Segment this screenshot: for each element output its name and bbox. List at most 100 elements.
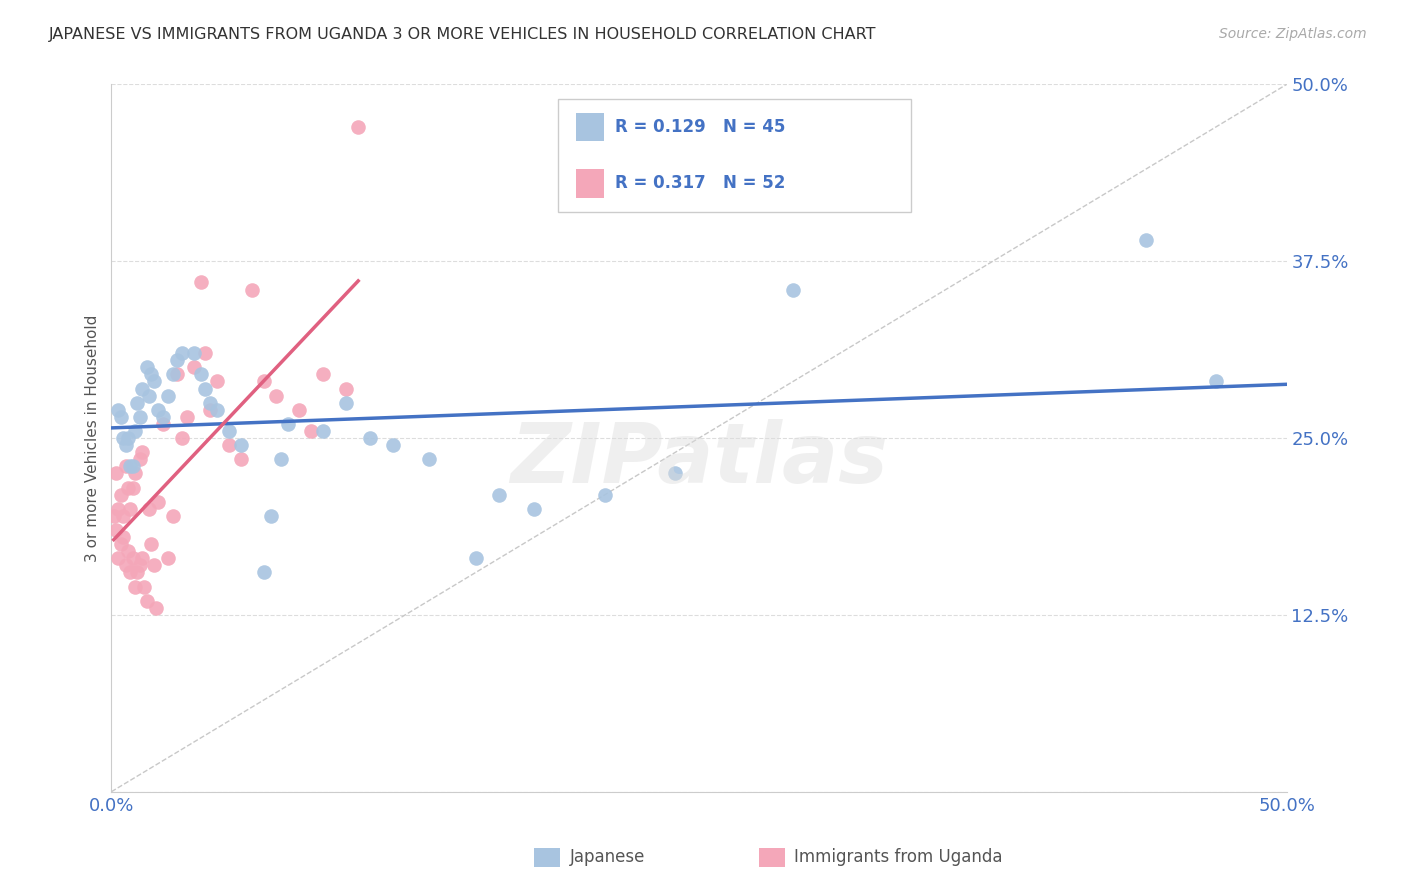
Point bbox=[135, 360, 157, 375]
Point bbox=[270, 452, 292, 467]
Point bbox=[205, 402, 228, 417]
Point bbox=[127, 395, 149, 409]
Point bbox=[127, 566, 149, 580]
Point bbox=[523, 501, 546, 516]
Point bbox=[148, 402, 170, 417]
Point bbox=[162, 368, 184, 382]
Point bbox=[418, 452, 440, 467]
Point bbox=[107, 551, 129, 566]
Point bbox=[103, 508, 125, 523]
Point bbox=[166, 353, 188, 368]
Point bbox=[347, 120, 370, 134]
Point bbox=[117, 544, 139, 558]
Point bbox=[205, 375, 228, 389]
Text: ZIPatlas: ZIPatlas bbox=[510, 418, 889, 500]
Point bbox=[131, 382, 153, 396]
Point bbox=[253, 375, 276, 389]
Point bbox=[166, 368, 188, 382]
Point bbox=[114, 459, 136, 474]
Y-axis label: 3 or more Vehicles in Household: 3 or more Vehicles in Household bbox=[86, 314, 100, 562]
Point bbox=[183, 346, 205, 360]
Point bbox=[110, 409, 132, 424]
Point bbox=[593, 488, 616, 502]
Point bbox=[194, 382, 217, 396]
Point bbox=[194, 346, 217, 360]
Point bbox=[229, 438, 252, 452]
Point bbox=[128, 452, 150, 467]
Point bbox=[134, 580, 156, 594]
Point bbox=[120, 566, 142, 580]
Point bbox=[121, 459, 143, 474]
Point bbox=[152, 409, 174, 424]
Point bbox=[152, 417, 174, 431]
Point bbox=[141, 368, 163, 382]
Point bbox=[131, 445, 153, 459]
Point bbox=[198, 402, 221, 417]
Point bbox=[218, 438, 240, 452]
Point bbox=[264, 389, 287, 403]
Point bbox=[156, 551, 179, 566]
Point bbox=[107, 402, 129, 417]
Point bbox=[148, 494, 170, 508]
Point bbox=[170, 431, 193, 445]
Text: Immigrants from Uganda: Immigrants from Uganda bbox=[794, 848, 1002, 866]
Point bbox=[135, 593, 157, 607]
Point bbox=[664, 467, 686, 481]
Text: JAPANESE VS IMMIGRANTS FROM UGANDA 3 OR MORE VEHICLES IN HOUSEHOLD CORRELATION C: JAPANESE VS IMMIGRANTS FROM UGANDA 3 OR … bbox=[49, 27, 877, 42]
Point bbox=[488, 488, 510, 502]
Point bbox=[277, 417, 299, 431]
Point bbox=[107, 501, 129, 516]
Point bbox=[260, 508, 283, 523]
Point bbox=[112, 508, 135, 523]
Point bbox=[464, 551, 486, 566]
Point bbox=[1205, 375, 1227, 389]
Point bbox=[117, 481, 139, 495]
Point bbox=[359, 431, 381, 445]
Point bbox=[105, 523, 128, 537]
Point bbox=[218, 424, 240, 438]
Point bbox=[782, 283, 804, 297]
Point bbox=[138, 501, 160, 516]
Point bbox=[120, 501, 142, 516]
Point bbox=[170, 346, 193, 360]
Point bbox=[114, 438, 136, 452]
Point bbox=[156, 389, 179, 403]
Point bbox=[176, 409, 198, 424]
Point bbox=[112, 530, 135, 544]
Point bbox=[121, 481, 143, 495]
Text: R = 0.317   N = 52: R = 0.317 N = 52 bbox=[614, 175, 786, 193]
Point bbox=[124, 424, 146, 438]
Point bbox=[183, 360, 205, 375]
Point bbox=[382, 438, 405, 452]
Point bbox=[117, 431, 139, 445]
Point bbox=[142, 375, 165, 389]
Point bbox=[121, 551, 143, 566]
Point bbox=[105, 467, 128, 481]
Point bbox=[335, 382, 357, 396]
Point bbox=[229, 452, 252, 467]
Point bbox=[128, 409, 150, 424]
Point bbox=[142, 558, 165, 573]
Point bbox=[114, 558, 136, 573]
Point bbox=[253, 566, 276, 580]
Point bbox=[190, 276, 212, 290]
Point bbox=[141, 537, 163, 551]
Point bbox=[120, 459, 142, 474]
Point bbox=[162, 508, 184, 523]
Point bbox=[112, 431, 135, 445]
Text: R = 0.129   N = 45: R = 0.129 N = 45 bbox=[614, 118, 786, 136]
Point bbox=[110, 537, 132, 551]
Point bbox=[110, 488, 132, 502]
Point bbox=[1135, 233, 1157, 247]
Point bbox=[242, 283, 264, 297]
Text: Source: ZipAtlas.com: Source: ZipAtlas.com bbox=[1219, 27, 1367, 41]
Point bbox=[190, 368, 212, 382]
Point bbox=[145, 600, 167, 615]
Point bbox=[138, 389, 160, 403]
Point bbox=[128, 558, 150, 573]
Point bbox=[124, 580, 146, 594]
Text: Japanese: Japanese bbox=[569, 848, 645, 866]
Point bbox=[299, 424, 322, 438]
Point bbox=[124, 467, 146, 481]
Point bbox=[335, 395, 357, 409]
